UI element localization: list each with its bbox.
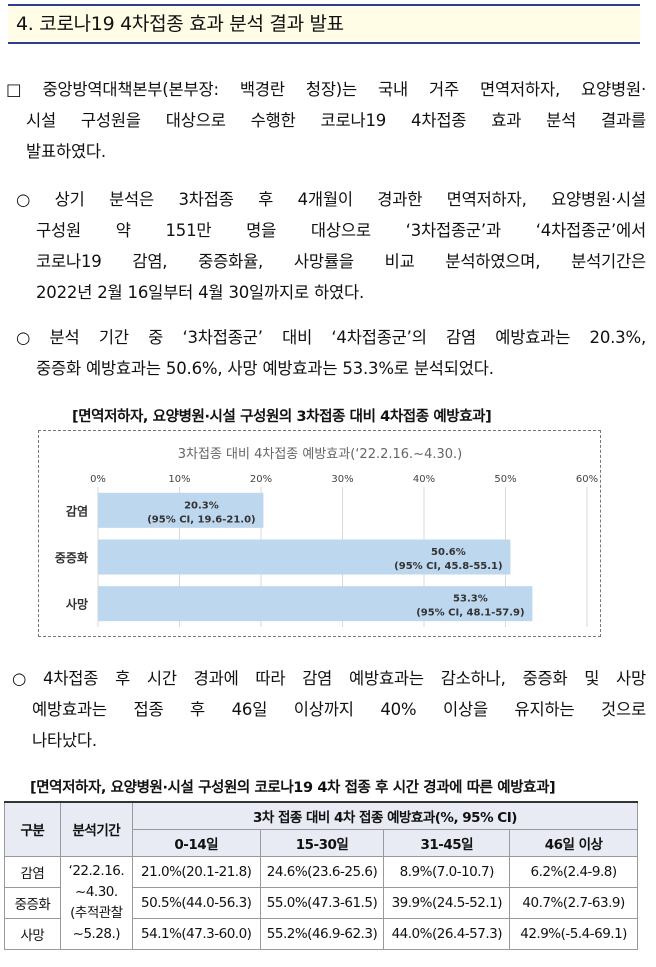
period-line: (추적관찰: [70, 904, 123, 921]
chart-svg: 3차접종 대비 4차접종 예방효과(‘22.2.16.~4.30.) 0% 10%…: [55, 447, 598, 627]
x-tick-label: 30%: [331, 474, 353, 485]
bullet2-line-2: 중증화 예방효과는 50.6%, 사망 예방효과는 53.3%로 분석되었다.: [36, 359, 494, 378]
ci-label: (95% CI, 48.1-57.9): [416, 608, 524, 619]
effect-chart: 3차접종 대비 4차접종 예방효과(‘22.2.16.~4.30.) 0% 10%…: [38, 430, 601, 637]
header-period: 분석기간: [59, 801, 133, 857]
bullet3-line-1: ○ 4차접종 후 시간 경과에 따라 감염 예방효과는 감소하나, 중증화 및 …: [12, 663, 646, 694]
table-cell: 21.0%(20.1-21.8): [131, 855, 261, 888]
bar: [98, 539, 511, 575]
intro-line-1: □ 중앙방역대책본부(본부장: 백경란 청장)는 국내 거주 면역저하자, 요양…: [6, 74, 646, 105]
period-line: ~4.30.: [75, 883, 118, 900]
bullet3-line-3: 나타났다.: [32, 731, 97, 750]
period-line: ~5.28.): [72, 925, 121, 942]
row-label: 중증화: [4, 886, 61, 919]
table-cell: 55.0%(47.3-61.5): [259, 886, 385, 919]
table-row: 중증화 50.5%(44.0-56.3) 55.0%(47.3-61.5) 39…: [4, 886, 638, 919]
x-tick-label: 20%: [250, 474, 272, 485]
header-interval: 31-45일: [383, 828, 511, 857]
bullet1-line-2: 구성원 약 151만 명을 대상으로 ‘3차접종군’과 ‘4차접종군’에서: [36, 221, 646, 240]
table-header-row: 구분 분석기간 3차 접종 대비 4차 접종 예방효과(%, 95% CI): [4, 801, 639, 857]
x-tick-label: 0%: [90, 474, 106, 485]
bar: [98, 492, 264, 528]
header-interval: 46일 이상: [509, 828, 638, 857]
bullet3-line-2: 예방효과는 접종 후 46일 이상까지 40% 이상을 유지하는 것으로: [32, 700, 646, 719]
bullet2-line-1: ○ 분석 기간 중 ‘3차접종군’ 대비 ‘4차접종군’의 감염 예방효과는 2…: [16, 322, 646, 353]
bullet1-line-4: 2022년 2월 16일부터 4월 30일까지로 하였다.: [36, 283, 364, 302]
table-cell: 6.2%(2.4-9.8): [509, 855, 638, 888]
table-cell: 42.9%(-5.4-69.1): [509, 917, 638, 950]
x-tick-label: 50%: [494, 474, 516, 485]
section-title: 4. 코로나19 4차접종 효과 분석 결과 발표: [16, 13, 344, 35]
effect-table-wrap: 구분 분석기간 3차 접종 대비 4차 접종 예방효과(%, 95% CI) 0…: [4, 801, 639, 950]
table-cell: 44.0%(26.4-57.3): [383, 917, 511, 950]
bullet-paragraph-2: ○ 분석 기간 중 ‘3차접종군’ 대비 ‘4차접종군’의 감염 예방효과는 2…: [16, 322, 646, 384]
table-row: 사망 54.1%(47.3-60.0) 55.2%(46.9-62.3) 44.…: [4, 917, 638, 950]
table-cell: 55.2%(46.9-62.3): [259, 917, 385, 950]
intro-line-2: 시설 구성원을 대상으로 수행한 코로나19 4차접종 효과 분석 결과를: [26, 111, 646, 130]
row-label: 감염: [4, 855, 61, 888]
x-tick-label: 40%: [413, 474, 435, 485]
table-cell: 39.9%(24.5-52.1): [383, 886, 511, 919]
category-label: 사망: [66, 597, 88, 612]
effect-table: 구분 분석기간 3차 접종 대비 4차 접종 예방효과(%, 95% CI) 0…: [4, 801, 639, 950]
period-line: ‘22.2.16.: [68, 862, 125, 879]
circle-bullet-icon: ○: [12, 669, 27, 688]
circle-bullet-icon: ○: [16, 328, 31, 347]
value-label: 53.3%: [453, 594, 488, 605]
circle-bullet-icon: ○: [16, 190, 31, 209]
figure2-title: [면역저하자, 요양병원·시설 구성원의 코로나19 4차 접종 후 시간 경과…: [30, 780, 556, 796]
header-interval: 15-30일: [259, 828, 385, 857]
intro-paragraph: □ 중앙방역대책본부(본부장: 백경란 청장)는 국내 거주 면역저하자, 요양…: [6, 74, 646, 167]
ci-label: (95% CI, 45.8-55.1): [394, 561, 502, 572]
row-label: 사망: [4, 917, 61, 950]
ci-label: (95% CI, 19.6-21.0): [147, 514, 255, 525]
bullet-paragraph-3: ○ 4차접종 후 시간 경과에 따라 감염 예방효과는 감소하나, 중증화 및 …: [12, 663, 646, 756]
value-label: 20.3%: [184, 500, 219, 511]
table-cell: 24.6%(23.6-25.6): [259, 855, 385, 888]
x-tick-label: 10%: [168, 474, 190, 485]
bullet1-line-3: 코로나19 감염, 중증화율, 사망률을 비교 분석하였으며, 분석기간은: [36, 252, 646, 271]
bullet1-line-1: ○ 상기 분석은 3차접종 후 4개월이 경과한 면역저하자, 요양병원·시설: [16, 184, 646, 215]
square-bullet-icon: □: [6, 80, 22, 99]
header-interval: 0-14일: [131, 828, 261, 857]
value-label: 50.6%: [431, 547, 466, 558]
header-effect: 3차 접종 대비 4차 접종 예방효과(%, 95% CI): [131, 801, 639, 830]
table-cell: 54.1%(47.3-60.0): [131, 917, 261, 950]
x-tick-label: 60%: [576, 474, 598, 485]
chart-title: 3차접종 대비 4차접종 예방효과(‘22.2.16.~4.30.): [178, 447, 462, 462]
table-cell: 8.9%(7.0-10.7): [383, 855, 511, 888]
table-cell: 40.7%(2.7-63.9): [509, 886, 638, 919]
section-header: 4. 코로나19 4차접종 효과 분석 결과 발표: [8, 4, 640, 44]
period-cell: ‘22.2.16. ~4.30. (추적관찰 ~5.28.): [59, 855, 133, 950]
bullet-paragraph-1: ○ 상기 분석은 3차접종 후 4개월이 경과한 면역저하자, 요양병원·시설 …: [16, 184, 646, 308]
header-group: 구분: [4, 801, 61, 857]
intro-line-3: 발표하였다.: [26, 142, 106, 161]
category-label: 중증화: [55, 550, 88, 565]
bar: [98, 586, 533, 622]
figure1-title: [면역저하자, 요양병원·시설 구성원의 3차접종 대비 4차접종 예방효과]: [72, 409, 492, 425]
category-label: 감염: [66, 503, 88, 518]
table-row: 감염 ‘22.2.16. ~4.30. (추적관찰 ~5.28.) 21.0%(…: [4, 855, 638, 950]
table-cell: 50.5%(44.0-56.3): [131, 886, 261, 919]
